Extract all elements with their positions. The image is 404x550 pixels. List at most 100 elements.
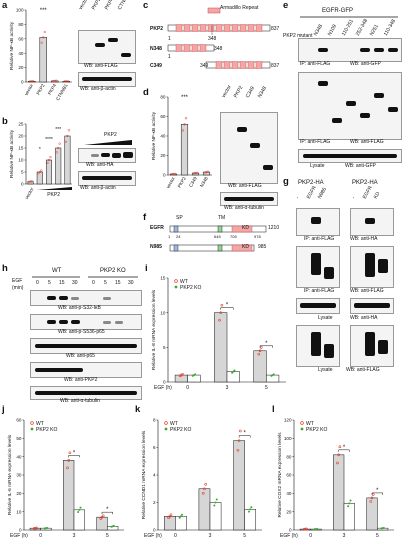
k-legend-0: WT [170,421,178,427]
panel-letter-b: b [2,116,8,127]
l-bar-0-1 [333,454,345,531]
e-wb3b: WB: anti-GFP [345,163,376,169]
l-bracket-1 [371,492,383,495]
k-ytick-label-4: 8 [153,418,156,423]
f-sp: SP [176,215,183,221]
c-arm-0-7 [231,24,239,32]
l-dot-0-1-1 [337,453,340,457]
j-bar-0-2 [96,516,108,531]
b-ytick-label-2: 10 [18,158,24,163]
blot-h-1 [30,290,142,306]
a-dot-2-2 [55,79,58,82]
l-bar-1-1 [343,503,355,531]
e-row-label: PKP2 mutant [283,33,313,39]
l-bracket-0 [338,449,350,452]
h-time-0: 0 [36,280,39,286]
g-wb1: IP: anti-FLAG [304,236,335,242]
k-dot-1-2-2 [250,506,253,509]
d-cat-2: C349 [188,176,198,188]
b-ytick-label-4: 20 [18,134,24,139]
k-bracket-0 [238,435,251,438]
k-dot-1-1-1 [214,501,217,504]
k-cat-1: 3 [209,533,212,539]
k-ytick-label-0: 0 [153,528,156,533]
e-wb3: Lysate [310,163,325,169]
blot-a-bottom [78,72,136,87]
panel-letter-l: l [272,404,275,415]
c-arm-0-0 [175,24,183,32]
c-arm-0-10 [255,24,263,32]
k-legend-1: PKP2 KO [170,427,192,433]
e-title-line [300,16,398,18]
b-dot-1-0 [37,172,40,175]
j-xlabel: EGF (h) [10,533,28,539]
i-dot-1-0-2 [194,373,197,376]
j-dot-0-1-0 [66,466,69,470]
h-time-6: 15 [115,280,121,286]
i-dot-1-2-2 [272,373,275,376]
b-sig-0: * [39,147,41,153]
j-ytick-label-2: 20 [16,491,22,496]
c-name-0: PKP2 [150,26,164,32]
c-arm-0-1 [183,24,191,32]
blot-g-2-left [296,246,340,288]
blot-h-3 [30,338,142,354]
l-dot-0-2-2 [371,493,375,496]
b-dot-0-2 [30,180,34,183]
i-cat-2: 5 [265,385,268,391]
d-cat-0: vector [165,176,176,190]
l-ytick-label-0: 0 [289,528,292,533]
g-wb1b: WB: anti-HA [350,236,378,242]
i-ylabel: Relative IL-8 mRNA expression levels [151,289,157,370]
i-dot-0-1-2 [220,303,224,307]
a-ytick-label-1: 20 [18,65,24,70]
c-arm-1-2 [191,44,199,52]
k-dot-0-1-1 [203,487,206,491]
c-arm-1-3 [199,44,207,52]
k-ytick-label-3: 6 [153,445,156,450]
h-wb-4: WB: anti-α-tubulin [60,398,100,404]
i-dot-0-0-2 [181,373,184,376]
panel-letter-h: h [2,263,8,274]
blot-h-4 [30,362,142,378]
e-title: EGFR-GFP [322,8,353,14]
d-dot-0-0 [170,172,174,176]
k-bar-1-2 [244,509,257,531]
l-dot-0-2-0 [369,500,373,503]
blot-g-4-left [296,325,340,367]
d-dot-0-1 [172,172,175,176]
h-egf: EGF [12,278,23,284]
e-wb2b: WB: anti-FLAG [350,139,384,145]
blot-b-top [78,148,136,163]
e-wb1b: WB: anti-GFP [350,61,381,67]
k-dot-1-2-0 [248,510,251,513]
i-ytick-label-0: 0 [163,380,166,385]
c-start-2: 349 [200,63,209,69]
d-dot-3-2 [206,170,210,173]
l-dot-1-1-1 [348,502,351,505]
blot-e-3 [298,149,402,163]
g-wb3b: WB: anti-HA [350,315,378,321]
b-ytick-label-3: 15 [18,146,24,151]
c-arm-0-4 [207,24,215,32]
c-arm-2-3 [239,61,247,69]
j-dot-0-1-1 [67,459,70,462]
k-dot-0-2-2 [239,429,242,433]
f-n985-end: 985 [258,244,267,250]
f-egfr-kd: KD [242,225,249,231]
f-n985-bar [169,244,255,252]
d-bar-3 [202,171,211,176]
blot-g-2-right [350,246,394,288]
c-arm-2-0 [215,61,223,69]
a-ytick-label-2: 40 [18,51,24,56]
j-bar-0-1 [63,460,75,531]
c-arm-0-9 [247,24,255,32]
blot-d-top [220,112,278,184]
i-bar-1-0 [187,374,201,383]
l-dot-0-1-0 [336,461,339,465]
f-tick-2: 705 [230,234,237,239]
h-wb-0: WB: anti-p-S32-IκB [58,305,101,311]
a-dot-3-1 [65,80,68,83]
d-ytick-label-0: 0 [163,173,166,178]
